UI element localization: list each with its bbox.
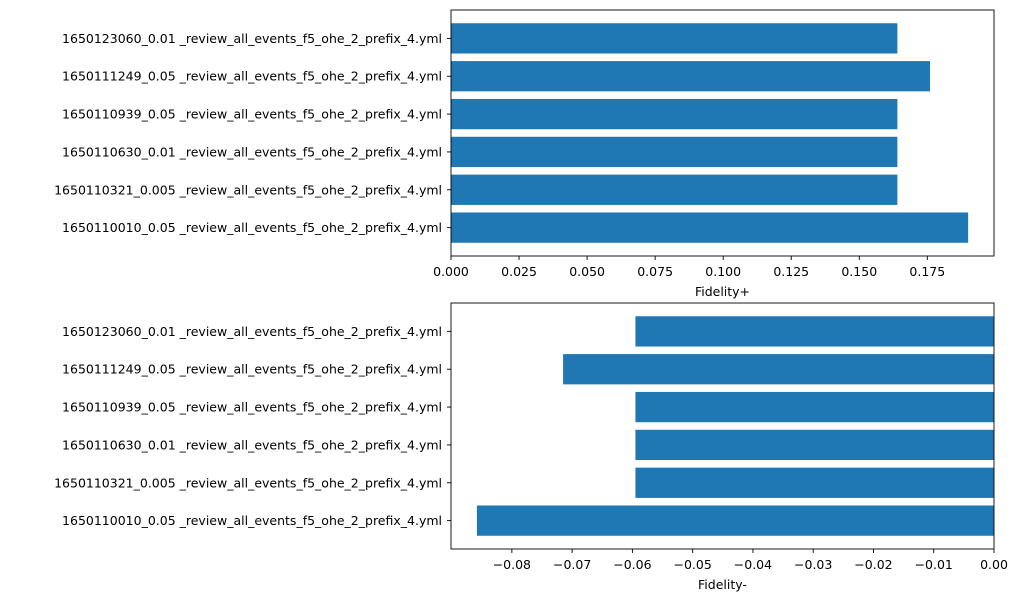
fidelity-minus-chart: 1650110010_0.05 _review_all_events_f5_oh… (54, 302, 1008, 592)
x-tick-label: −0.05 (674, 557, 712, 572)
y-tick-label: 1650110939_0.05 _review_all_events_f5_oh… (62, 107, 442, 122)
y-tick-label: 1650110321_0.005 _review_all_events_f5_o… (54, 475, 442, 490)
bar-5 (451, 61, 931, 92)
y-tick-label: 1650123060_0.01 _review_all_events_f5_oh… (62, 31, 442, 46)
x-tick-label: 0.100 (705, 264, 741, 279)
x-tick-label: 0.025 (501, 264, 537, 279)
x-tick-label: 0.150 (841, 264, 877, 279)
x-tick-label: −0.06 (613, 557, 651, 572)
y-tick-label: 1650110939_0.05 _review_all_events_f5_oh… (62, 400, 442, 415)
bar-5 (563, 354, 994, 385)
x-tick-label: 0.175 (909, 264, 945, 279)
x-tick-label: −0.04 (734, 557, 772, 572)
x-tick-label: −0.01 (915, 557, 953, 572)
bar-1 (451, 212, 969, 243)
y-tick-label: 1650111249_0.05 _review_all_events_f5_oh… (62, 362, 442, 377)
y-tick-label: 1650110010_0.05 _review_all_events_f5_oh… (62, 220, 442, 235)
bar-6 (451, 23, 898, 54)
y-tick-label: 1650123060_0.01 _review_all_events_f5_oh… (62, 324, 442, 339)
bar-6 (635, 316, 994, 347)
bar-3 (635, 429, 994, 461)
bar-4 (635, 391, 994, 423)
bar-2 (451, 174, 898, 205)
y-tick-label: 1650111249_0.05 _review_all_events_f5_oh… (62, 69, 442, 84)
axes-frame (450, 302, 995, 550)
bar-2 (635, 467, 994, 498)
bar-3 (451, 136, 898, 168)
bar-1 (476, 505, 994, 536)
x-axis-label: Fidelity- (698, 577, 747, 592)
x-tick-label: 0.125 (773, 264, 809, 279)
axes-frame (450, 9, 995, 257)
y-tick-label: 1650110010_0.05 _review_all_events_f5_oh… (62, 513, 442, 528)
x-tick-label: 0.050 (569, 264, 605, 279)
x-tick-label: −0.08 (493, 557, 531, 572)
x-tick-label: −0.03 (794, 557, 832, 572)
x-tick-label: 0.000 (433, 264, 469, 279)
x-tick-label: −0.02 (854, 557, 892, 572)
x-tick-label: 0.00 (980, 557, 1008, 572)
y-tick-label: 1650110321_0.005 _review_all_events_f5_o… (54, 182, 442, 197)
bar-4 (451, 98, 898, 130)
x-axis-label: Fidelity+ (695, 284, 750, 299)
y-tick-label: 1650110630_0.01 _review_all_events_f5_oh… (62, 437, 442, 452)
x-tick-label: 0.075 (637, 264, 673, 279)
fidelity-plus-chart: 1650110010_0.05 _review_all_events_f5_oh… (54, 9, 995, 299)
y-tick-label: 1650110630_0.01 _review_all_events_f5_oh… (62, 144, 442, 159)
x-tick-label: −0.07 (553, 557, 591, 572)
